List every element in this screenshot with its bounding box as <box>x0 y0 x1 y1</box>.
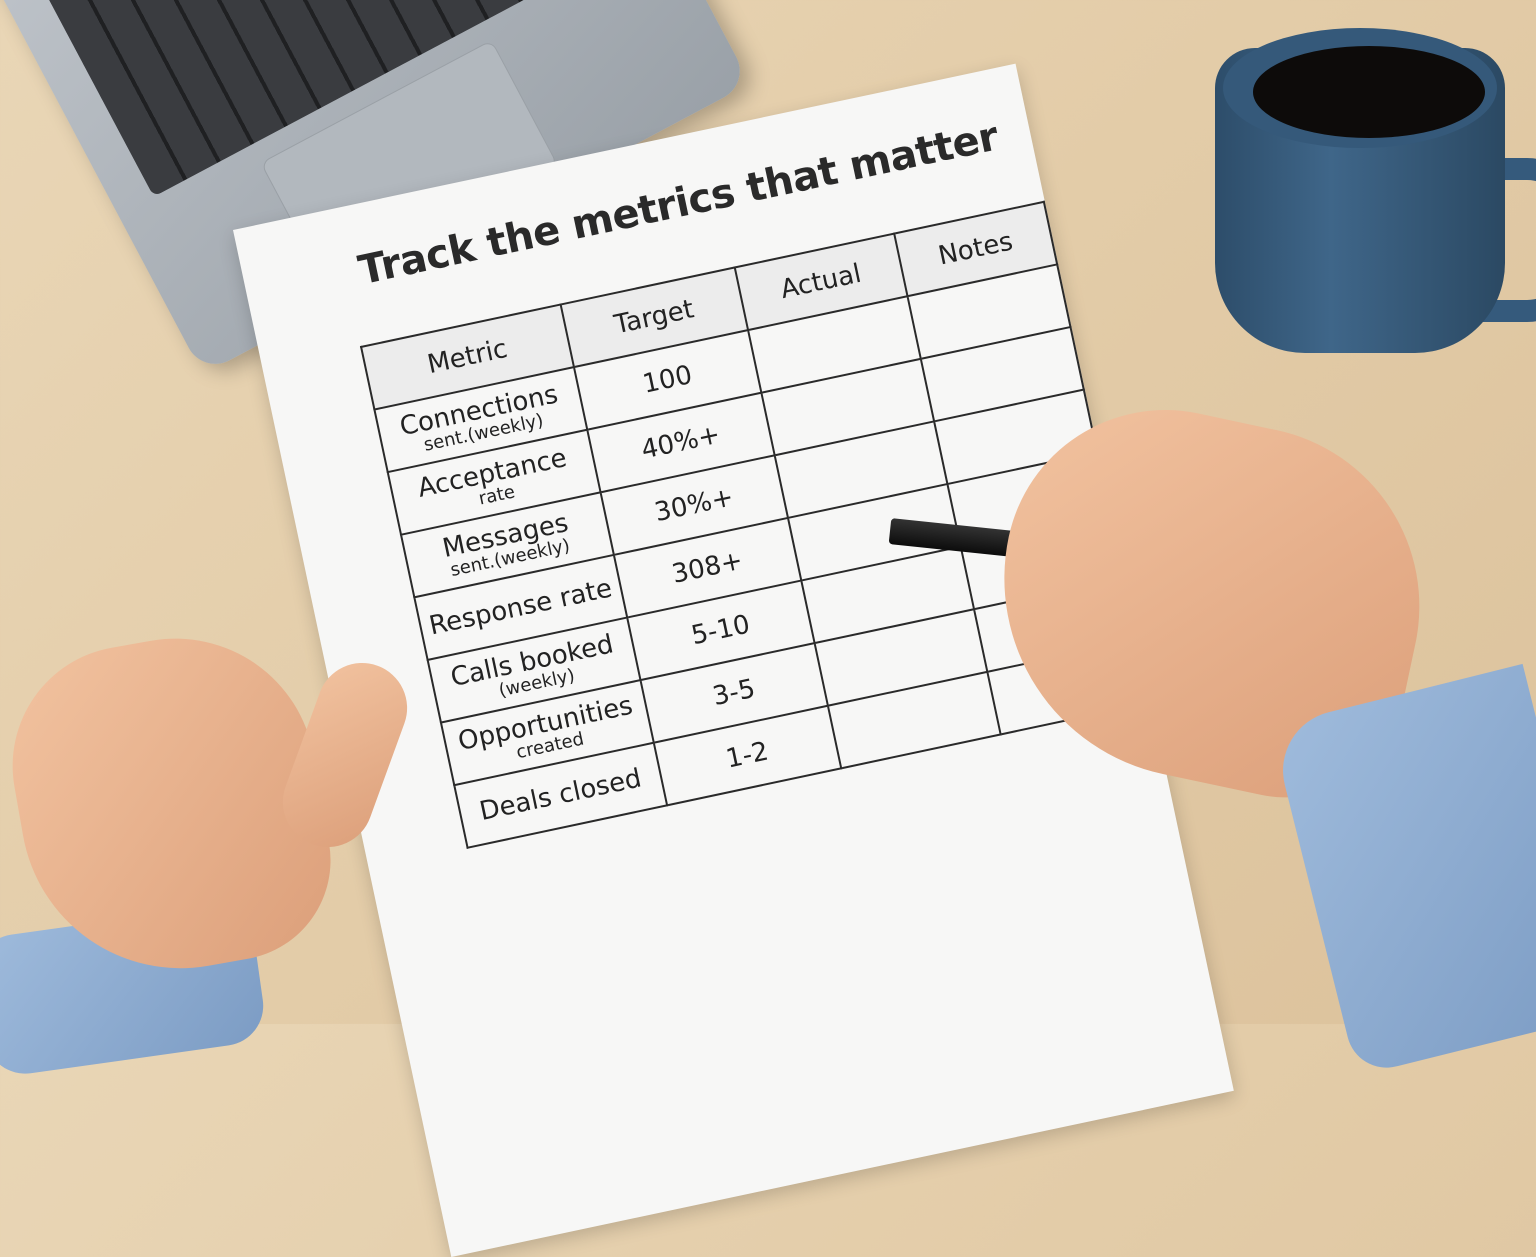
coffee <box>1253 46 1485 138</box>
mug-rim <box>1223 28 1497 148</box>
coffee-mug <box>1215 28 1536 358</box>
right-sleeve <box>1270 663 1536 1077</box>
